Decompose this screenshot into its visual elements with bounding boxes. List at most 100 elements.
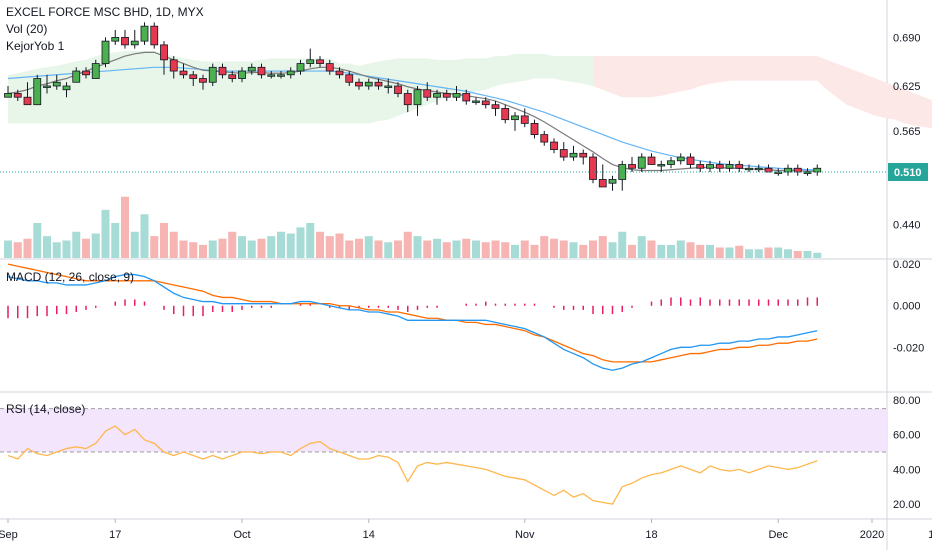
candle-body — [559, 149, 568, 158]
candle-body — [647, 156, 656, 165]
volume-bar — [754, 249, 763, 258]
candle-body — [657, 164, 666, 167]
ma-fast-line — [7, 51, 818, 172]
volume-bar — [530, 244, 539, 258]
volume-bar — [472, 240, 480, 258]
candle-body — [247, 66, 256, 72]
candle-body — [764, 167, 773, 173]
candle-body — [52, 81, 61, 87]
volume-bar — [364, 236, 373, 258]
volume-bar — [550, 238, 558, 258]
candle-body — [72, 70, 81, 83]
candle-body — [491, 104, 500, 109]
volume-bar — [793, 251, 802, 258]
macd-label[interactable]: MACD (12, 26, close, 9) — [6, 270, 135, 284]
volume-bar — [384, 242, 393, 258]
candle-body — [715, 164, 724, 169]
volume-bar — [764, 247, 773, 258]
volume-bar — [481, 242, 490, 258]
candle-body — [501, 108, 510, 121]
candle-body — [774, 171, 783, 174]
volume-bar — [257, 238, 266, 258]
macd-signal-line — [7, 263, 818, 363]
time-label: 16 — [928, 529, 932, 541]
candle-body — [725, 164, 734, 169]
candle-body — [13, 93, 22, 98]
volume-bar — [511, 244, 519, 258]
volume-bar — [501, 242, 510, 258]
candle-body — [686, 156, 695, 165]
rsi-tick-label: 20.00 — [893, 499, 921, 511]
candle-body — [813, 167, 822, 173]
vol-indicator-label[interactable]: Vol (20) — [6, 22, 48, 36]
candle-body — [608, 179, 617, 184]
candle-body — [579, 152, 588, 158]
volume-bar — [277, 231, 285, 258]
candle-body — [257, 66, 266, 76]
candle-body — [111, 36, 120, 42]
volume-bar — [52, 242, 61, 258]
volume-bar — [706, 244, 714, 258]
candle-body — [472, 100, 480, 103]
volume-bar — [628, 244, 636, 258]
volume-bar — [686, 242, 695, 258]
candle-body — [442, 93, 451, 98]
candle-body — [345, 74, 354, 83]
time-label: Dec — [768, 529, 788, 541]
ichimoku-cloud-bearish — [593, 56, 932, 129]
volume-bar — [715, 247, 724, 258]
volume-bar — [442, 242, 451, 258]
candle-body — [364, 81, 373, 87]
time-label: Oct — [233, 529, 250, 541]
volume-bar — [345, 240, 354, 258]
volume-bar — [676, 240, 685, 258]
candle-body — [91, 63, 100, 79]
candle-body — [82, 70, 90, 76]
volume-bar — [647, 240, 656, 258]
volume-bar — [540, 236, 549, 258]
candle-body — [462, 93, 471, 102]
candle-body — [589, 156, 597, 180]
candle-body — [169, 59, 178, 72]
volume-bar — [13, 242, 22, 258]
macd-line — [7, 273, 818, 371]
candle-body — [325, 63, 334, 72]
rsi-label[interactable]: RSI (14, close) — [6, 402, 86, 416]
volume-bar — [72, 231, 81, 258]
candle-body — [667, 160, 675, 165]
volume-bar — [637, 236, 646, 258]
volume-bar — [199, 244, 207, 258]
volume-bar — [150, 236, 159, 258]
candle-body — [520, 115, 529, 124]
candle-body — [403, 93, 412, 106]
volume-bar — [579, 244, 588, 258]
candle-body — [23, 96, 32, 106]
candle-body — [286, 70, 295, 76]
volume-bar — [735, 245, 744, 258]
volume-bar — [745, 249, 753, 258]
volume-bar — [23, 238, 32, 258]
custom-indicator-label[interactable]: KejorYob 1 — [6, 39, 65, 53]
volume-bar — [452, 240, 461, 258]
symbol-title[interactable]: EXCEL FORCE MSC BHD, 1D, MYX — [6, 5, 204, 19]
time-label: 18 — [645, 529, 657, 541]
candle-body — [4, 93, 12, 98]
candle-body — [316, 59, 324, 64]
rsi-band — [0, 408, 887, 453]
volume-bar — [423, 240, 432, 258]
candle-body — [598, 179, 607, 188]
time-label: 14 — [363, 529, 375, 541]
volume-bar — [813, 252, 822, 258]
last-price-badge — [888, 163, 928, 181]
macd-tick-label: 0.020 — [893, 259, 921, 271]
volume-bar — [121, 196, 129, 258]
candle-body — [160, 44, 168, 61]
volume-bar — [208, 240, 217, 258]
volume-bar — [374, 240, 383, 258]
candle-body — [238, 70, 246, 79]
volume-bar — [111, 223, 120, 258]
volume-bar — [696, 244, 705, 258]
volume-bar — [413, 236, 422, 258]
volume-bar — [784, 249, 792, 258]
